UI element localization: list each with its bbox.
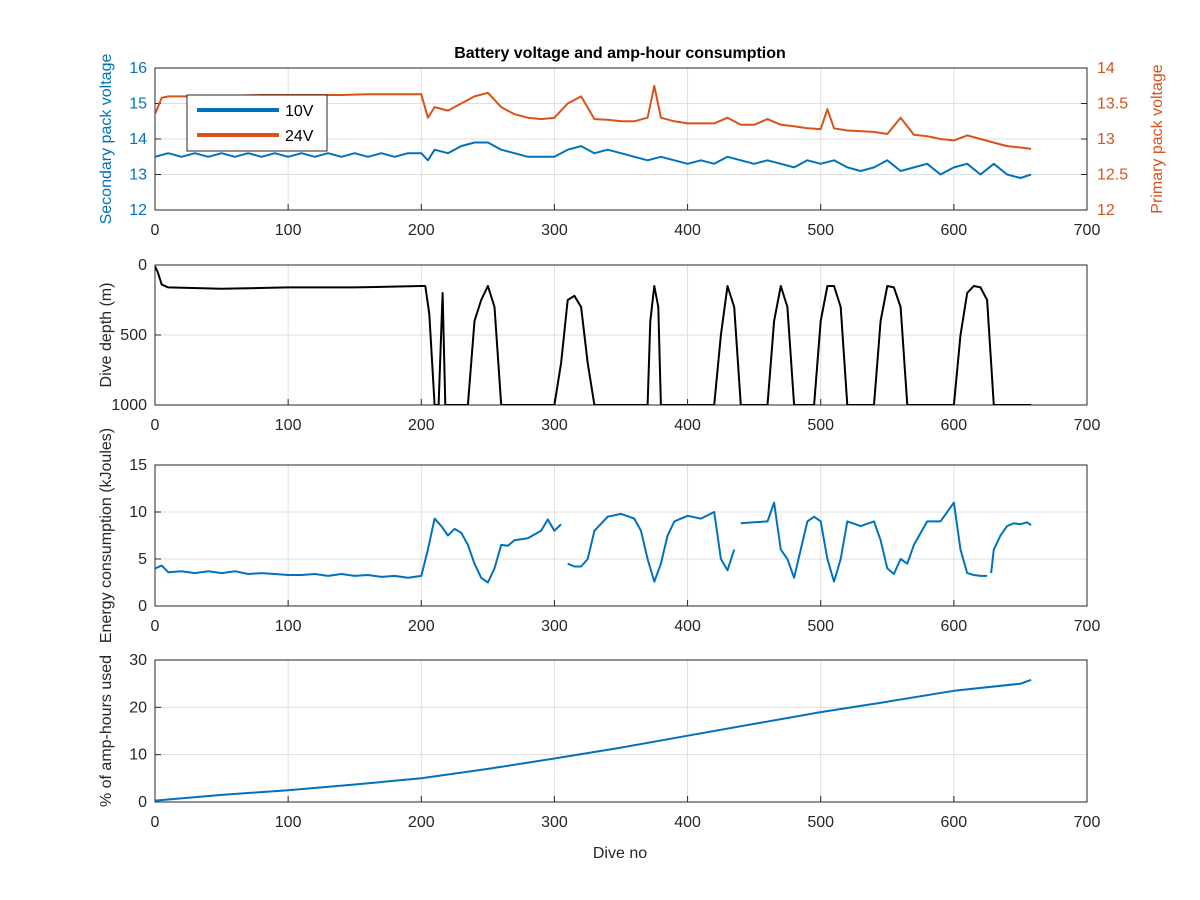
y-tick-label: 0 bbox=[138, 794, 147, 811]
axes-box bbox=[154, 464, 1088, 607]
y-right-tick-label: 14 bbox=[1097, 60, 1115, 77]
y-tick-label: 30 bbox=[129, 652, 147, 669]
axes-frame bbox=[154, 67, 1088, 211]
x-tick-label: 400 bbox=[674, 618, 701, 635]
axes-frame bbox=[154, 659, 1088, 803]
x-tick-label: 600 bbox=[941, 618, 968, 635]
y-right-tick-label: 13 bbox=[1097, 131, 1115, 148]
x-tick-label: 300 bbox=[541, 222, 568, 239]
x-tick-label: 700 bbox=[1074, 222, 1101, 239]
x-tick-label: 0 bbox=[151, 814, 160, 831]
x-tick-label: 300 bbox=[541, 618, 568, 635]
y-tick-label: 16 bbox=[129, 60, 147, 77]
y-tick-label: 14 bbox=[129, 131, 147, 148]
y-right-tick-label: 12 bbox=[1097, 202, 1115, 219]
x-tick-label: 500 bbox=[807, 814, 834, 831]
energy-panel: 0 100 200 300 400 500 600 700 0 5 10 15 Energy consu… bbox=[98, 428, 1100, 643]
y-tick-label: 0 bbox=[138, 598, 147, 615]
series-line bbox=[155, 678, 1032, 802]
x-tick-label: 100 bbox=[275, 417, 302, 434]
x-tick-label: 700 bbox=[1074, 417, 1101, 434]
axes-box bbox=[154, 659, 1088, 803]
x-tick-label: 600 bbox=[941, 417, 968, 434]
y-axis-label: % of amp-hours used bbox=[98, 655, 115, 807]
x-tick-label: 200 bbox=[408, 618, 435, 635]
x-tick-label: 200 bbox=[408, 222, 435, 239]
legend-label: 10V bbox=[285, 103, 314, 120]
y-right-axis-label: Primary pack voltage bbox=[1149, 64, 1166, 213]
series-line bbox=[155, 517, 562, 584]
y-tick-label: 10 bbox=[129, 747, 147, 764]
series-line bbox=[990, 521, 1032, 574]
y-tick-label: 5 bbox=[138, 551, 147, 568]
x-tick-label: 600 bbox=[941, 814, 968, 831]
x-tick-label: 100 bbox=[275, 222, 302, 239]
y-tick-label: 1000 bbox=[111, 397, 147, 414]
x-tick-label: 200 bbox=[408, 814, 435, 831]
x-tick-label: 400 bbox=[674, 222, 701, 239]
x-tick-label: 600 bbox=[941, 222, 968, 239]
y-right-tick-label: 12.5 bbox=[1097, 167, 1128, 184]
series-line bbox=[155, 265, 1032, 405]
y-tick-label: 500 bbox=[120, 327, 147, 344]
series-line-10V bbox=[155, 141, 1032, 179]
series-line-24V bbox=[155, 84, 1032, 150]
y-tick-label: 20 bbox=[129, 699, 147, 716]
x-tick-label: 0 bbox=[151, 618, 160, 635]
x-tick-label: 100 bbox=[275, 814, 302, 831]
x-tick-label: 0 bbox=[151, 417, 160, 434]
x-tick-label: 200 bbox=[408, 417, 435, 434]
axes-frame bbox=[154, 464, 1088, 607]
x-tick-label: 500 bbox=[807, 618, 834, 635]
x-tick-label: 500 bbox=[807, 417, 834, 434]
x-tick-label: 300 bbox=[541, 814, 568, 831]
series-line bbox=[567, 511, 736, 583]
depth-panel: 0 100 200 300 400 500 600 700 0 500 1000 Dive depth… bbox=[98, 257, 1100, 434]
x-tick-label: 700 bbox=[1074, 618, 1101, 635]
x-tick-label: 400 bbox=[674, 814, 701, 831]
y-axis-label: Energy consumption (kJoules) bbox=[98, 428, 115, 643]
y-tick-label: 13 bbox=[129, 167, 147, 184]
voltage-panel: 0 100 200 300 400 500 600 700 12 13 14 15 16 12 12.5 13… bbox=[98, 54, 1166, 239]
y-tick-label: 10 bbox=[129, 504, 147, 521]
y-tick-label: 12 bbox=[129, 202, 147, 219]
x-tick-label: 0 bbox=[151, 222, 160, 239]
y-axis-label: Dive depth (m) bbox=[98, 283, 115, 388]
x-tick-label: 500 bbox=[807, 222, 834, 239]
x-axis-label: Dive no bbox=[593, 845, 647, 862]
chart-title: Battery voltage and amp-hour consumption bbox=[454, 45, 786, 62]
legend-box bbox=[186, 94, 328, 152]
y-tick-label: 15 bbox=[129, 96, 147, 113]
x-tick-label: 700 bbox=[1074, 814, 1101, 831]
x-tick-label: 400 bbox=[674, 417, 701, 434]
y-right-tick-label: 13.5 bbox=[1097, 96, 1128, 113]
x-tick-label: 100 bbox=[275, 618, 302, 635]
y-tick-label: 0 bbox=[138, 257, 147, 274]
amp-hours-panel: 0 100 200 300 400 500 600 700 0 10 20 30 % of amp-ho… bbox=[98, 652, 1100, 831]
legend-label: 24V bbox=[285, 128, 314, 145]
y-tick-label: 15 bbox=[129, 457, 147, 474]
x-tick-label: 300 bbox=[541, 417, 568, 434]
series-line bbox=[740, 501, 988, 583]
y-axis-label: Secondary pack voltage bbox=[98, 54, 115, 225]
